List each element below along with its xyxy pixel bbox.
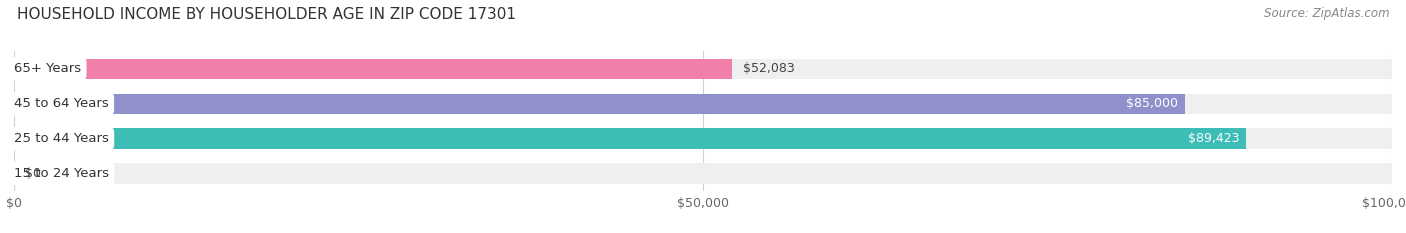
Bar — [14, 129, 1246, 149]
Text: $89,423: $89,423 — [1188, 132, 1239, 145]
Bar — [14, 164, 1392, 184]
Text: $85,000: $85,000 — [1126, 97, 1178, 110]
Bar — [14, 94, 1185, 114]
Text: 15 to 24 Years: 15 to 24 Years — [14, 167, 110, 180]
Text: 45 to 64 Years: 45 to 64 Years — [14, 97, 108, 110]
Text: HOUSEHOLD INCOME BY HOUSEHOLDER AGE IN ZIP CODE 17301: HOUSEHOLD INCOME BY HOUSEHOLDER AGE IN Z… — [17, 7, 516, 22]
Bar — [14, 59, 1392, 79]
Text: Source: ZipAtlas.com: Source: ZipAtlas.com — [1264, 7, 1389, 20]
Bar — [14, 59, 731, 79]
Text: 25 to 44 Years: 25 to 44 Years — [14, 132, 108, 145]
Text: $52,083: $52,083 — [742, 62, 794, 75]
Text: $0: $0 — [25, 167, 41, 180]
Text: 65+ Years: 65+ Years — [14, 62, 82, 75]
Bar — [14, 94, 1392, 114]
Bar — [14, 129, 1392, 149]
